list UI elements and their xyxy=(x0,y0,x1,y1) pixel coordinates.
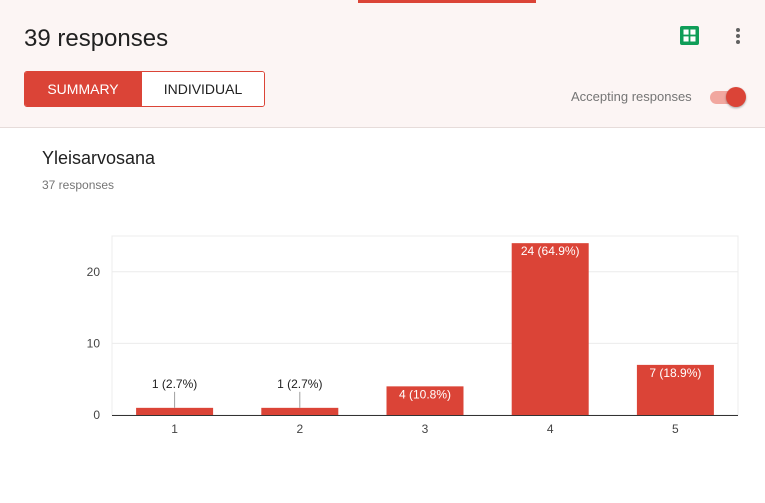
bar xyxy=(136,407,214,415)
google-sheets-icon[interactable] xyxy=(680,26,699,45)
more-vert-icon[interactable] xyxy=(728,24,748,48)
data-label: 4 (10.8%) xyxy=(399,387,451,401)
x-tick-label: 2 xyxy=(296,422,303,436)
data-label: 1 (2.7%) xyxy=(277,377,322,391)
data-label: 7 (18.9%) xyxy=(649,366,701,380)
y-tick-label: 20 xyxy=(87,265,101,279)
x-tick-label: 1 xyxy=(171,422,178,436)
tab-summary[interactable]: SUMMARY xyxy=(25,72,141,106)
x-tick-label: 3 xyxy=(422,422,429,436)
active-tab-indicator xyxy=(358,0,536,3)
page-title: 39 responses xyxy=(24,25,169,52)
accepting-responses-toggle[interactable] xyxy=(708,86,748,108)
question-title: Yleisarvosana xyxy=(42,148,156,168)
data-label: 24 (64.9%) xyxy=(521,244,580,258)
accepting-responses-label: Accepting responses xyxy=(571,89,692,104)
bar xyxy=(636,364,714,415)
bar xyxy=(261,407,339,415)
responses-header: 39 responses SUMMARY INDIVIDUAL Acceptin… xyxy=(0,0,765,128)
question-response-count: 37 responses xyxy=(42,178,115,192)
x-tick-label: 5 xyxy=(672,422,679,436)
y-tick-label: 10 xyxy=(87,336,101,350)
y-tick-label: 0 xyxy=(93,408,100,422)
bar xyxy=(386,386,464,415)
view-tabs: SUMMARY INDIVIDUAL xyxy=(24,71,265,107)
bar xyxy=(511,243,589,415)
tab-individual[interactable]: INDIVIDUAL xyxy=(141,72,264,106)
data-label: 1 (2.7%) xyxy=(152,377,197,391)
x-tick-label: 4 xyxy=(547,422,554,436)
toggle-knob xyxy=(726,87,746,107)
